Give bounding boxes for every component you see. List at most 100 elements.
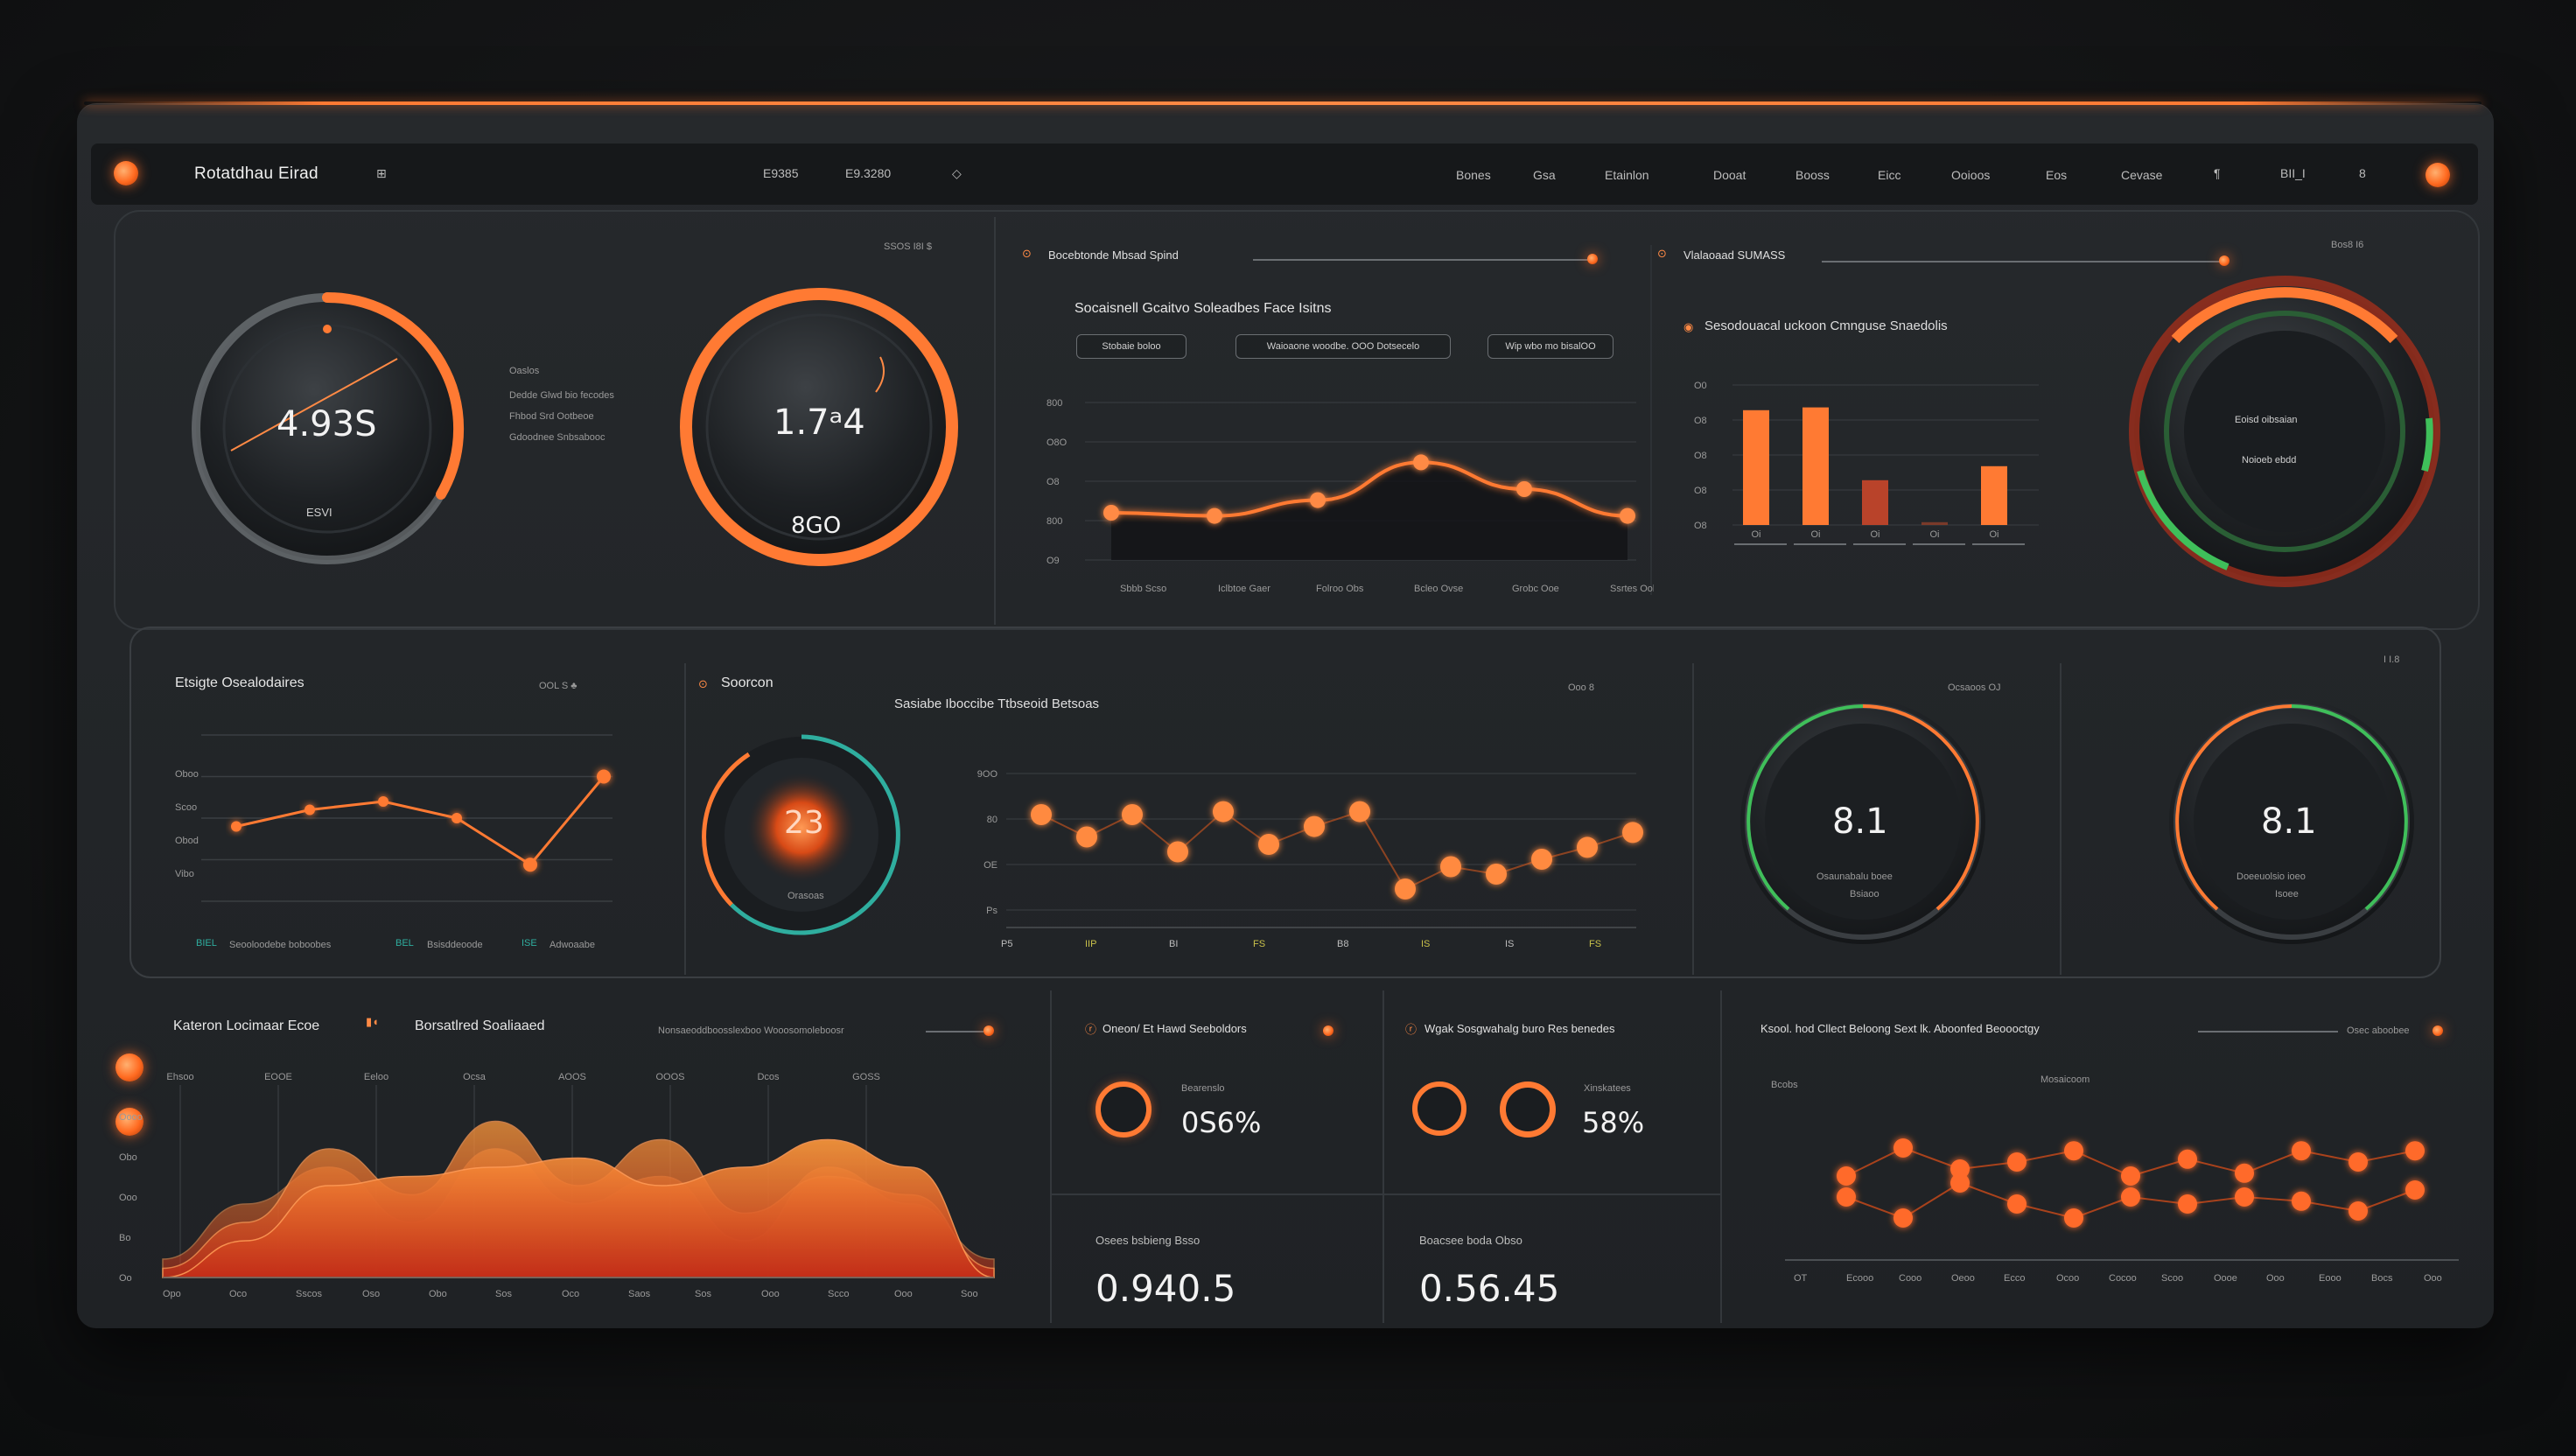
gauge1-green-arc — [1746, 704, 1864, 911]
y-tick-label: O8 — [1694, 416, 1707, 426]
data-point — [1950, 1159, 1970, 1179]
x-tick-label: Ssrtes Oob — [1610, 584, 1654, 594]
legend-knob[interactable] — [984, 1026, 994, 1036]
data-point — [2007, 1194, 2026, 1214]
filter-button[interactable]: Waioaone woodbe. OOO Dotsecelo — [1236, 334, 1451, 359]
gauge-left — [192, 292, 465, 564]
x-tick-label: Oco — [229, 1289, 247, 1299]
data-point — [452, 813, 462, 823]
x-tick-label: IS — [1421, 939, 1430, 949]
x-tick-label: B8 — [1337, 939, 1348, 949]
x-tick-label: FS — [1589, 939, 1601, 949]
y-tick-label: 800 — [1046, 516, 1062, 527]
nav-item[interactable]: Bones — [1456, 168, 1491, 182]
info-icon[interactable]: ⊙ — [1022, 247, 1032, 260]
bottom-right-knob[interactable] — [2432, 1026, 2443, 1036]
line-top-title: Bocebtonde Mbsad Spind — [1048, 248, 1179, 262]
grid-icon[interactable]: ⊞ — [376, 166, 387, 180]
ring-right-label: Eoisd oibsaian — [2235, 415, 2298, 425]
filter-button[interactable]: Wip wbo mo bisalOO — [1488, 334, 1614, 359]
mid-center-title: Soorcon — [721, 676, 774, 690]
y-tick-label: O8O — [1046, 438, 1068, 448]
nav-item[interactable]: Cevase — [2121, 168, 2163, 182]
legend-tag: BIEL — [196, 938, 217, 948]
menu-orb-icon[interactable] — [114, 161, 138, 186]
data-point — [1122, 804, 1143, 825]
nav-item[interactable]: Gsa — [1533, 168, 1556, 182]
toggle-icon[interactable]: ▮◖ — [366, 1015, 380, 1028]
title-rule-knob[interactable] — [1587, 254, 1598, 264]
header-center-item[interactable]: E9.3280 — [845, 166, 892, 180]
bar — [1862, 480, 1888, 525]
column-header: Dcos — [757, 1072, 780, 1082]
x-tick-label: OT — [1794, 1273, 1808, 1284]
divider — [684, 663, 686, 975]
ring-right-sublabel: Noioeb ebdd — [2242, 455, 2297, 466]
x-tick-label: Bcleo Ovse — [1414, 584, 1463, 594]
data-point — [304, 804, 315, 816]
gauge-mid-face — [686, 294, 952, 560]
gauge-left-face — [196, 298, 458, 560]
divider — [1720, 990, 1722, 1323]
data-point — [2235, 1163, 2254, 1183]
nav-item[interactable]: Eicc — [1878, 168, 1901, 182]
title-rule-knob[interactable] — [2219, 256, 2230, 266]
info-icon[interactable]: ⊙ — [698, 677, 708, 690]
x-tick-label: Ecooo — [1846, 1273, 1873, 1284]
divider — [994, 217, 996, 625]
gauge-left-marker — [323, 325, 332, 333]
nav-item[interactable]: Dooat — [1713, 168, 1746, 182]
alert-icon: ⓡ — [1085, 1023, 1097, 1036]
data-point — [1213, 801, 1234, 822]
row3-orb-icon[interactable] — [116, 1108, 144, 1136]
data-point — [1440, 856, 1461, 878]
x-tick-label: Eooo — [2319, 1273, 2342, 1284]
row3-orb-icon[interactable] — [116, 1054, 144, 1082]
nav-item[interactable]: Ooioos — [1951, 168, 1991, 182]
data-point — [2292, 1141, 2311, 1161]
x-tick-label: Oco — [562, 1289, 579, 1299]
divider — [1650, 245, 1652, 595]
x-tick-label: Bocs — [2371, 1273, 2393, 1284]
stat1-knob[interactable] — [1323, 1026, 1334, 1036]
status-orb-icon[interactable] — [2426, 163, 2450, 187]
mid-left-title: Etsigte Osealodaires — [175, 676, 304, 690]
area-fill — [1111, 462, 1628, 560]
data-point — [1258, 834, 1279, 855]
nav-item[interactable]: 8 — [2359, 166, 2366, 180]
line-top-chart: 800 O8O O8 800 O9 Sbbb Scso Iclbtoe Gaer Folroo… — [1046, 398, 1654, 594]
stat1-title: Oneon/ Et Hawd Seeboldors — [1102, 1022, 1247, 1035]
bullet-icon: ◉ — [1684, 320, 1694, 333]
info-icon[interactable]: ⊙ — [1657, 247, 1667, 260]
nav-item[interactable]: Booss — [1796, 168, 1830, 182]
gauge-left-label: ESVI — [306, 506, 332, 519]
x-tick-label: Ooo — [2266, 1273, 2285, 1284]
gauge1-label: Osaunabalu boee — [1816, 872, 1893, 882]
nav-item[interactable]: Eos — [2046, 168, 2068, 182]
x-tick-label: FS — [1253, 939, 1265, 949]
gauge1-sub: Bsiaoo — [1850, 889, 1880, 900]
data-point — [2064, 1208, 2083, 1228]
nav-item[interactable]: ¶ — [2214, 166, 2221, 180]
nav-item[interactable]: BII_I — [2280, 166, 2306, 180]
row2-frame — [130, 626, 2441, 978]
data-point — [2121, 1187, 2140, 1207]
x-tick-label: P5 — [1001, 939, 1012, 949]
data-point — [2405, 1141, 2425, 1161]
ring-right-arc-green — [2137, 469, 2230, 570]
panel-glow-strip — [84, 102, 2482, 105]
data-point — [2064, 1141, 2083, 1161]
gauge-left-value: 4.93S — [276, 404, 377, 444]
filter-button[interactable]: Stobaie boloo — [1076, 334, 1186, 359]
y-tick-label: O0 — [1694, 381, 1707, 391]
legend-tag: BEL — [396, 938, 414, 948]
line-top-subtitle: Socaisnell Gcaitvo Soleadbes Face Isitns — [1074, 301, 1332, 316]
y-tick-label: Bo — [119, 1233, 130, 1243]
column-header: Ehsoo — [166, 1072, 193, 1082]
header-center-item[interactable]: E9385 — [763, 166, 799, 180]
x-tick-label: Ooo — [761, 1289, 780, 1299]
data-point — [2348, 1201, 2368, 1221]
nav-item[interactable]: Etainlon — [1605, 168, 1649, 182]
header-center-item[interactable]: ◇ — [952, 166, 962, 180]
mid-gauge-label: Orasoas — [788, 891, 824, 901]
